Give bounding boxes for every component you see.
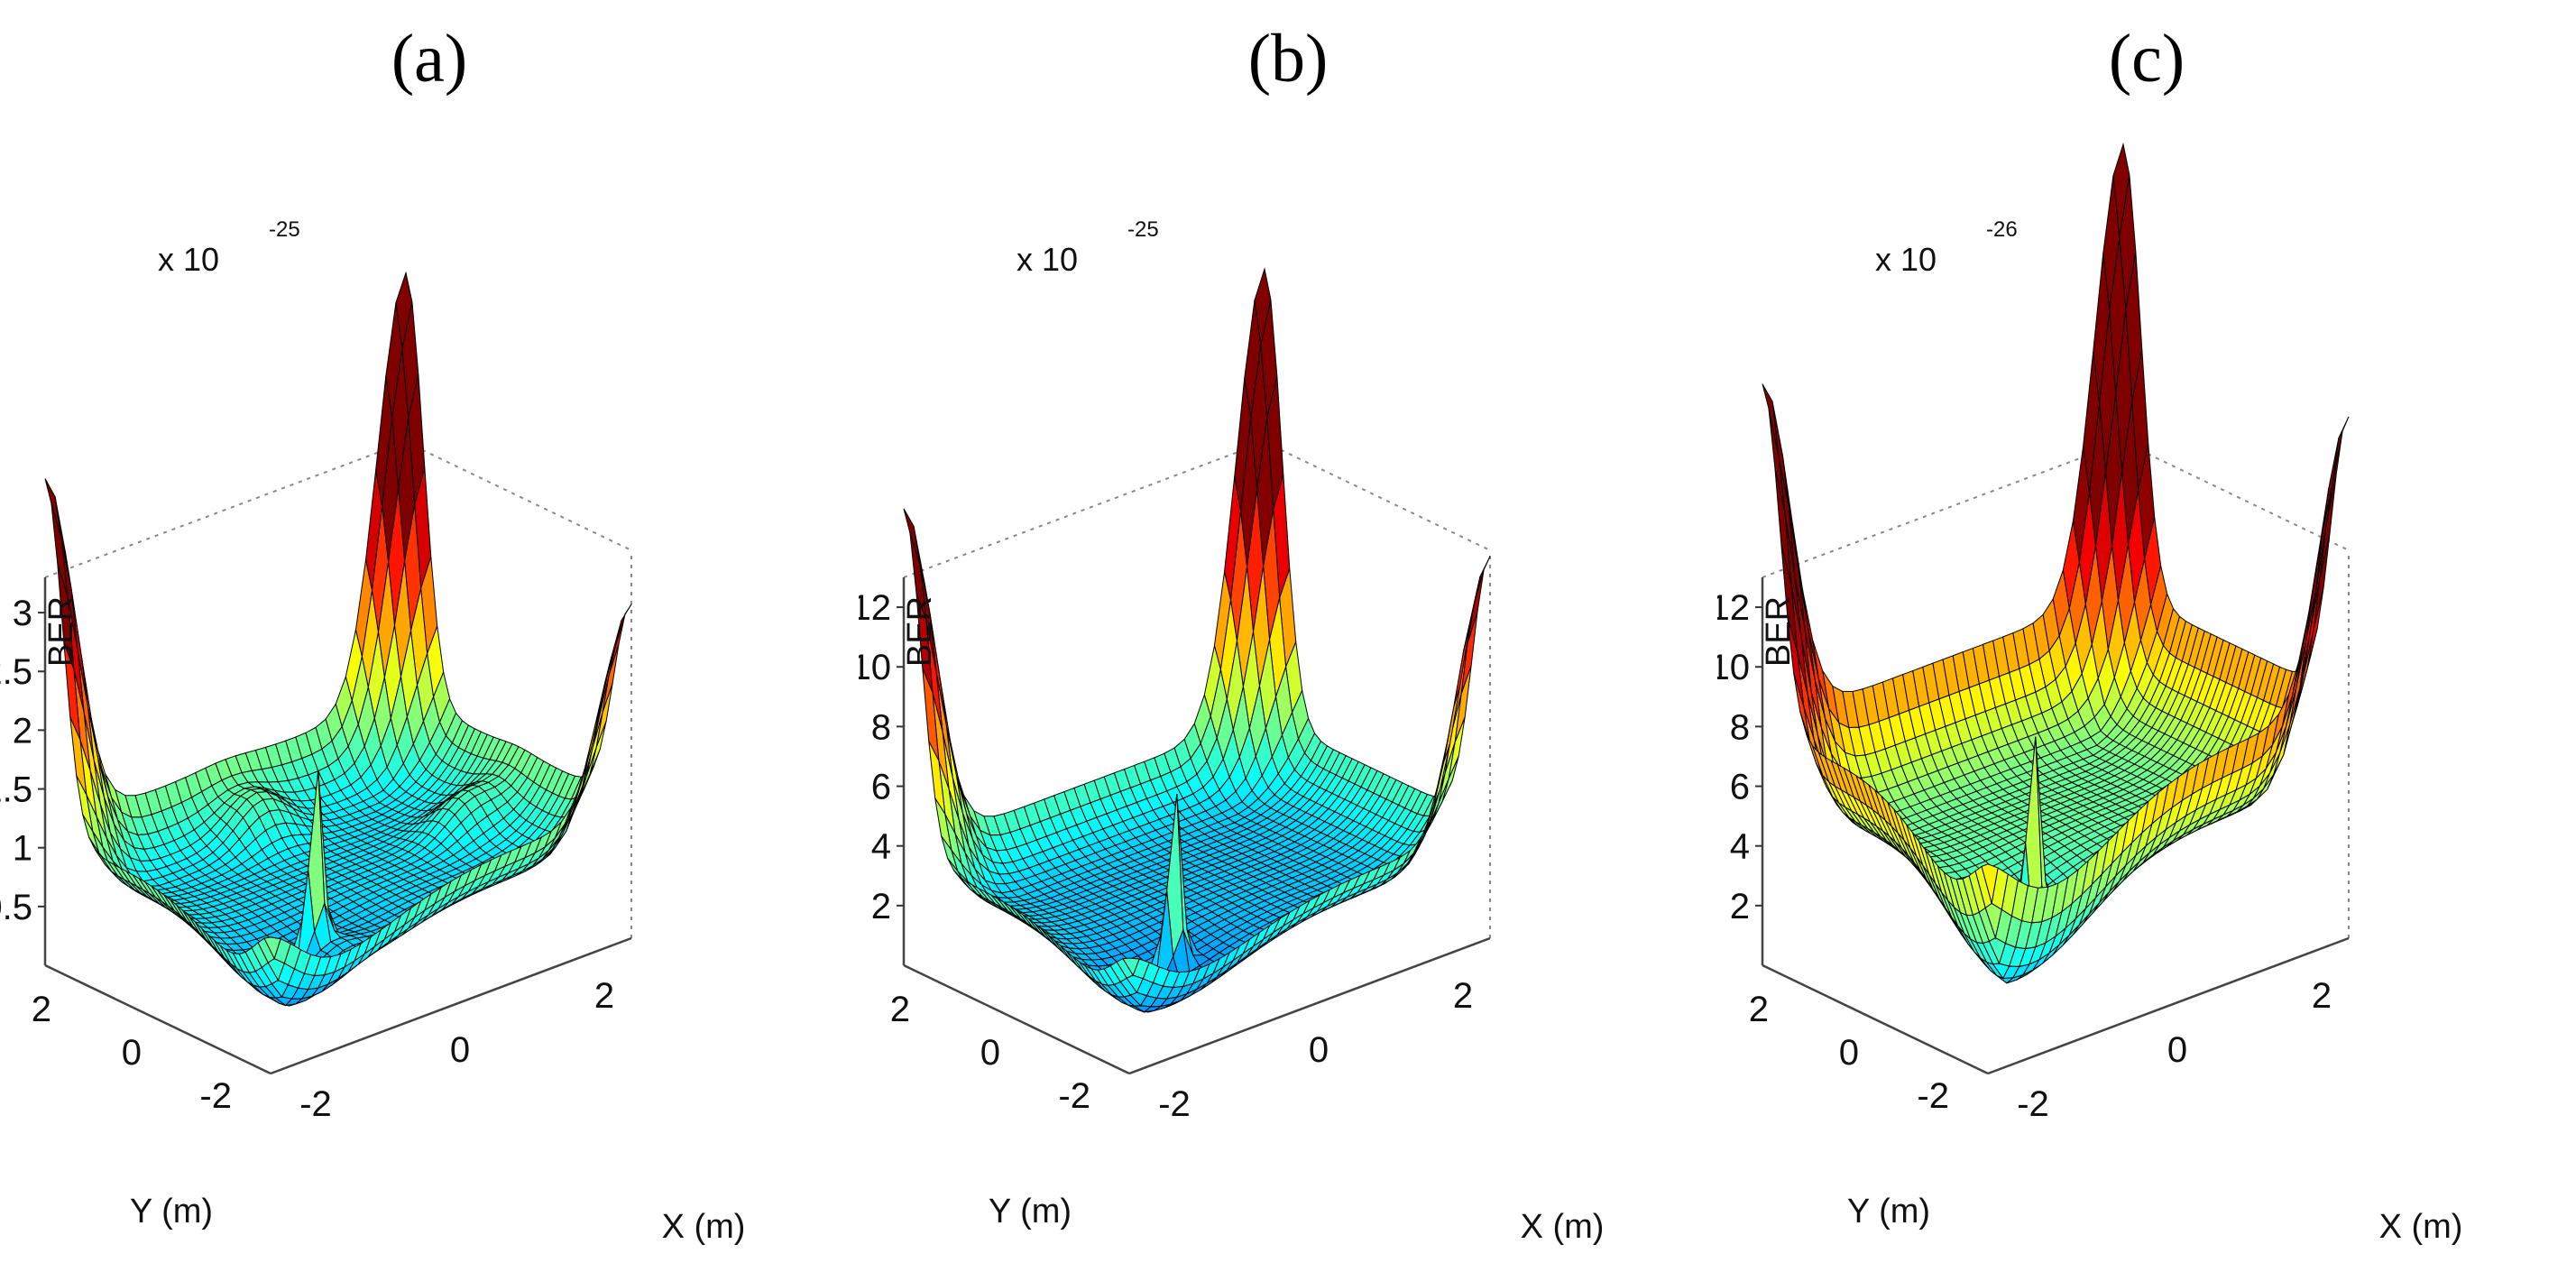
surface-mesh [1762, 142, 2350, 984]
surface-plot-a: 0.5 1 1.5 2 2.5 3 -2 0 2 -2 0 2 BER Y (m) X (m) x 10 -25 [0, 217, 745, 1246]
z-multiplier-exponent: -25 [269, 217, 300, 242]
surface-mesh [44, 271, 632, 1007]
surface-plot-b: 2 4 6 8 10 12 -2 0 2 -2 0 2 BER Y (m) X (m) x 10 -25 [859, 217, 1604, 1246]
z-tick-label: 12 [1717, 588, 1750, 628]
x-axis-label: X (m) [1521, 1208, 1605, 1246]
x-tick-label: -2 [299, 1084, 332, 1124]
y-axis-label: Y (m) [1847, 1193, 1930, 1231]
z-multiplier: x 10 [1875, 241, 1937, 278]
surface-patch [1122, 957, 1140, 977]
z-tick-label: 6 [1730, 768, 1750, 807]
y-tick-label: 2 [890, 990, 910, 1029]
y-axis-label: Y (m) [989, 1193, 1072, 1231]
z-axis-label: BER [42, 596, 80, 667]
z-tick-label: 2.5 [0, 652, 32, 692]
grid-line [405, 441, 632, 551]
z-tick-label: 2 [13, 711, 32, 751]
grid-line [1762, 441, 2124, 578]
grid-line [1264, 441, 1491, 551]
z-tick-label: 10 [1717, 648, 1750, 687]
z-multiplier-exponent: -25 [1127, 217, 1159, 242]
y-tick-label: 0 [122, 1033, 142, 1073]
z-tick-label: 10 [859, 648, 891, 687]
grid-line [2122, 441, 2350, 551]
x-axis-line [1987, 936, 2350, 1075]
z-tick-label: 0.5 [0, 888, 32, 927]
panel-a: (a) 0.5 1 1.5 2 2.5 3 -2 0 2 -2 0 2 BER Y (m) X (m) x 1… [0, 0, 859, 1272]
surface-patch [263, 936, 281, 960]
surface-group: 2 4 6 8 10 12 -2 0 2 -2 0 2 BER Y (m) X (m) x 10 -26 [1717, 142, 2463, 1246]
surface-patch [1981, 863, 1999, 904]
y-tick-label: 2 [1749, 990, 1769, 1029]
base-axes [43, 577, 632, 1075]
surface-patch [602, 643, 620, 713]
y-axis-label: Y (m) [130, 1193, 213, 1231]
y-tick-label: 2 [32, 990, 51, 1029]
y-axis-line [903, 963, 1130, 1075]
surface-patch [1467, 569, 1485, 644]
z-tick-label: 6 [871, 768, 891, 807]
z-tick-label: 2 [1730, 887, 1750, 926]
base-axes [1761, 577, 2350, 1075]
x-tick-label: 2 [2312, 976, 2332, 1016]
z-axis-label: BER [901, 596, 939, 667]
panel-label-b: (b) [1247, 21, 1329, 97]
z-tick-label: 3 [13, 594, 32, 633]
x-axis-label: X (m) [2379, 1208, 2463, 1246]
x-tick-label: 0 [450, 1030, 470, 1070]
grid-line [903, 441, 1265, 578]
y-axis-line [1762, 963, 1989, 1075]
x-tick-label: -2 [1158, 1084, 1191, 1124]
z-tick-label: 1 [13, 829, 32, 869]
z-tick-label: 4 [871, 827, 891, 867]
surface-group: 0.5 1 1.5 2 2.5 3 -2 0 2 -2 0 2 BER Y (m) X (m) x 10 -25 [0, 217, 745, 1246]
y-tick-label: 0 [1839, 1033, 1859, 1073]
base-axes [902, 577, 1491, 1075]
panel-label-c: (c) [2108, 21, 2185, 97]
z-tick-label: 8 [871, 707, 891, 747]
surface-group: 2 4 6 8 10 12 -2 0 2 -2 0 2 BER Y (m) X (m) x 10 -25 [859, 217, 1604, 1246]
z-tick-label: 1.5 [0, 770, 32, 810]
x-axis-line [1128, 936, 1491, 1075]
surface-plot-c: 2 4 6 8 10 12 -2 0 2 -2 0 2 BER Y (m) X (m) x 10 -26 [1717, 142, 2463, 1246]
z-multiplier: x 10 [158, 241, 219, 278]
y-tick-label: -2 [199, 1076, 232, 1116]
z-tick-label: 2 [871, 887, 891, 926]
panel-c: (c) 2 4 6 8 10 12 -2 0 2 -2 0 2 BER Y (m) X (m) x 10 -26 [1717, 0, 2576, 1272]
y-tick-label: -2 [1917, 1076, 1949, 1116]
panel-b: (b) 2 4 6 8 10 12 -2 0 2 -2 0 2 BER Y (m) X (m) x 10 -25 [859, 0, 1717, 1272]
y-axis-line [44, 963, 271, 1075]
x-tick-label: 2 [1453, 976, 1473, 1016]
grid-line [44, 441, 407, 578]
x-tick-label: 0 [1309, 1030, 1329, 1070]
z-tick-label: 8 [1730, 707, 1750, 747]
z-multiplier: x 10 [1017, 241, 1078, 278]
x-axis-line [270, 936, 632, 1075]
x-tick-label: 2 [594, 976, 614, 1016]
y-tick-label: 0 [980, 1033, 1000, 1073]
z-tick-label: 4 [1730, 827, 1750, 867]
panel-label-a: (a) [391, 21, 468, 97]
z-tick-label: 12 [859, 588, 891, 628]
x-tick-label: 0 [2167, 1030, 2187, 1070]
x-axis-label: X (m) [662, 1208, 746, 1246]
z-multiplier-exponent: -26 [1986, 217, 2018, 242]
surface-mesh [903, 267, 1491, 1013]
y-tick-label: -2 [1058, 1076, 1090, 1116]
z-axis-label: BER [1760, 596, 1798, 667]
x-tick-label: -2 [2017, 1084, 2049, 1124]
